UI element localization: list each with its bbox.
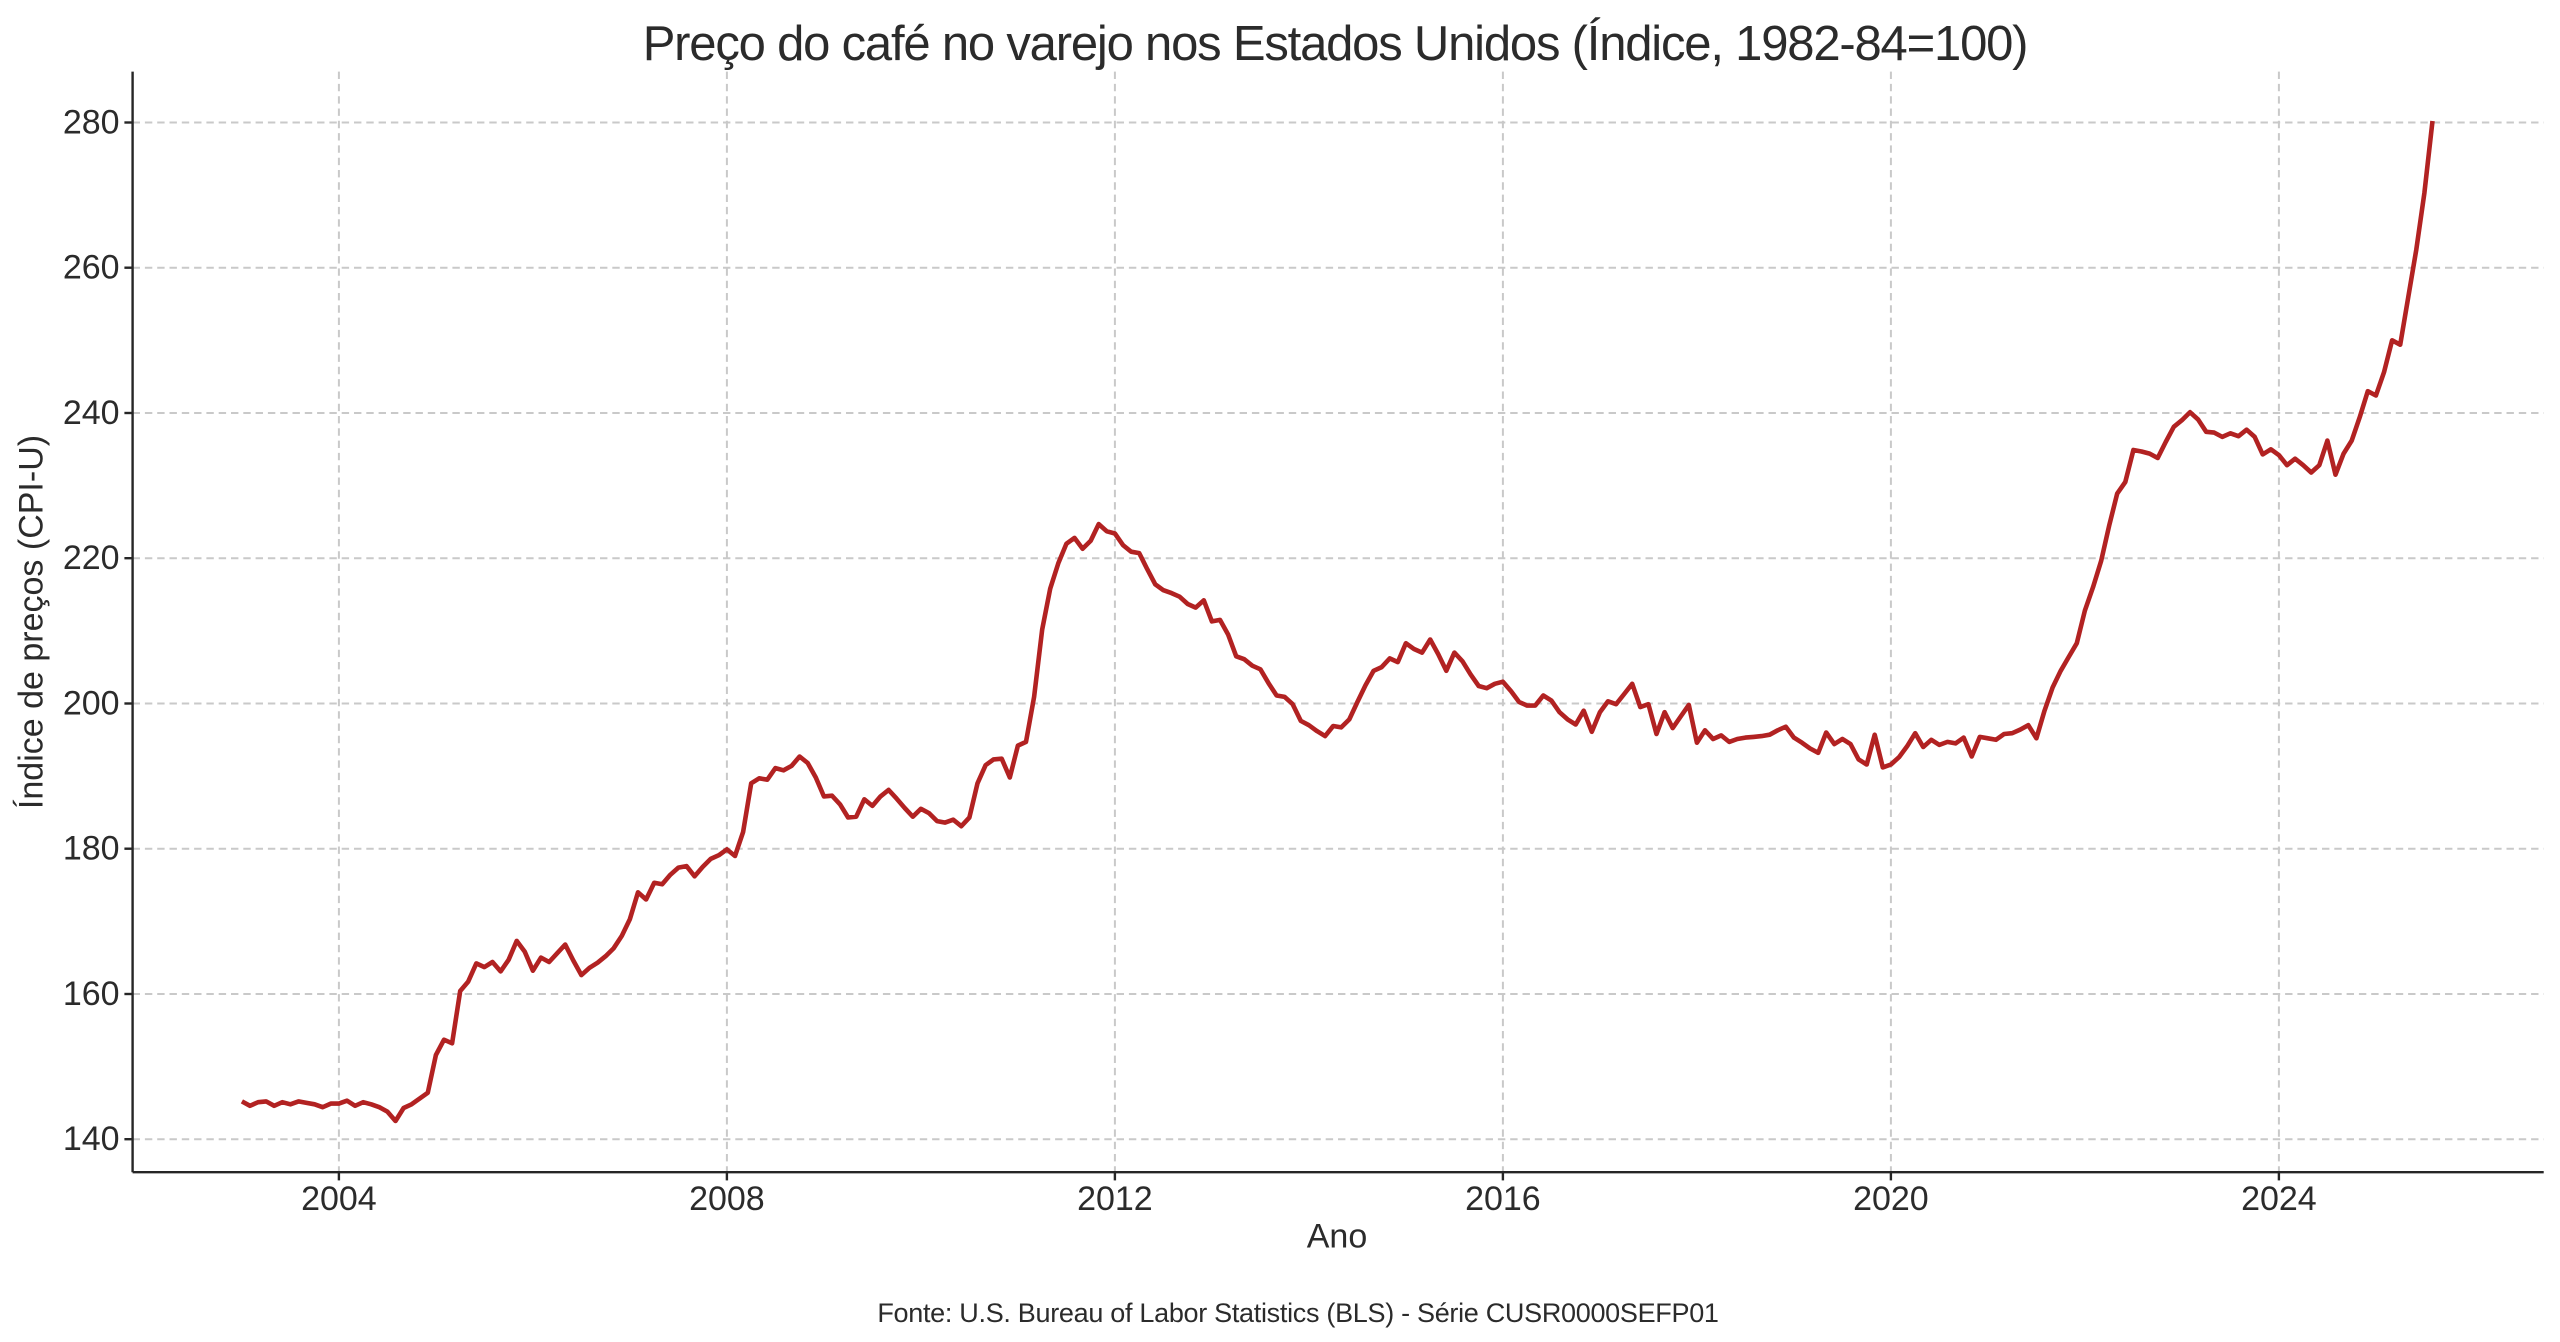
svg-text:2016: 2016 — [1465, 1180, 1541, 1218]
svg-text:240: 240 — [63, 394, 120, 432]
svg-text:Preço do café no varejo nos Es: Preço do café no varejo nos Estados Unid… — [643, 17, 2028, 71]
svg-text:2012: 2012 — [1077, 1180, 1153, 1218]
svg-text:Índice de preços (CPI-U): Índice de preços (CPI-U) — [13, 435, 51, 809]
svg-text:Ano: Ano — [1307, 1218, 1368, 1256]
svg-text:180: 180 — [63, 830, 120, 868]
svg-text:2020: 2020 — [1853, 1180, 1929, 1218]
svg-text:2008: 2008 — [689, 1180, 765, 1218]
svg-text:260: 260 — [63, 249, 120, 287]
svg-text:160: 160 — [63, 975, 120, 1013]
svg-text:2024: 2024 — [2241, 1180, 2317, 1218]
svg-text:280: 280 — [63, 104, 120, 142]
svg-text:Fonte: U.S. Bureau of Labor St: Fonte: U.S. Bureau of Labor Statistics (… — [877, 1298, 1718, 1328]
svg-text:140: 140 — [63, 1120, 120, 1158]
svg-text:2004: 2004 — [301, 1180, 377, 1218]
svg-text:200: 200 — [63, 685, 120, 723]
svg-text:220: 220 — [63, 539, 120, 577]
